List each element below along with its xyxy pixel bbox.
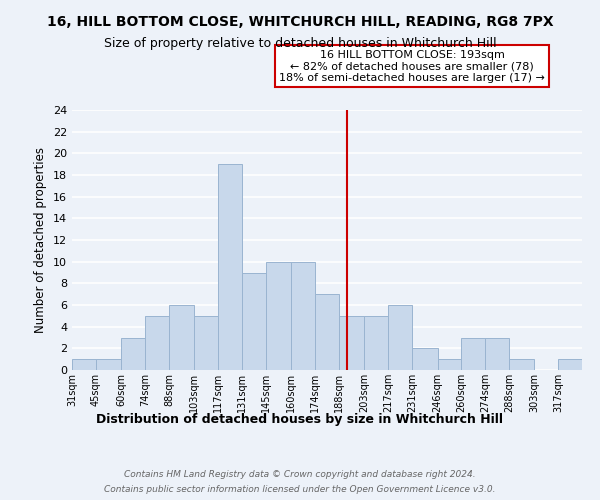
Bar <box>266 262 292 370</box>
Text: 16 HILL BOTTOM CLOSE: 193sqm
← 82% of detached houses are smaller (78)
18% of se: 16 HILL BOTTOM CLOSE: 193sqm ← 82% of de… <box>279 50 545 83</box>
Text: Contains public sector information licensed under the Open Government Licence v3: Contains public sector information licen… <box>104 485 496 494</box>
Bar <box>315 294 339 370</box>
Bar <box>145 316 169 370</box>
Bar <box>437 359 461 370</box>
Bar <box>218 164 242 370</box>
Bar <box>169 305 194 370</box>
Bar <box>364 316 388 370</box>
Bar <box>96 359 121 370</box>
Bar <box>72 359 96 370</box>
Bar <box>242 272 266 370</box>
Bar <box>412 348 437 370</box>
Bar <box>388 305 412 370</box>
Bar <box>558 359 582 370</box>
Text: Size of property relative to detached houses in Whitchurch Hill: Size of property relative to detached ho… <box>104 38 496 51</box>
Y-axis label: Number of detached properties: Number of detached properties <box>34 147 47 333</box>
Bar <box>194 316 218 370</box>
Bar <box>485 338 509 370</box>
Bar <box>292 262 315 370</box>
Text: 16, HILL BOTTOM CLOSE, WHITCHURCH HILL, READING, RG8 7PX: 16, HILL BOTTOM CLOSE, WHITCHURCH HILL, … <box>47 15 553 29</box>
Bar <box>509 359 535 370</box>
Text: Distribution of detached houses by size in Whitchurch Hill: Distribution of detached houses by size … <box>97 412 503 426</box>
Bar <box>461 338 485 370</box>
Bar <box>339 316 364 370</box>
Text: Contains HM Land Registry data © Crown copyright and database right 2024.: Contains HM Land Registry data © Crown c… <box>124 470 476 479</box>
Bar <box>121 338 145 370</box>
